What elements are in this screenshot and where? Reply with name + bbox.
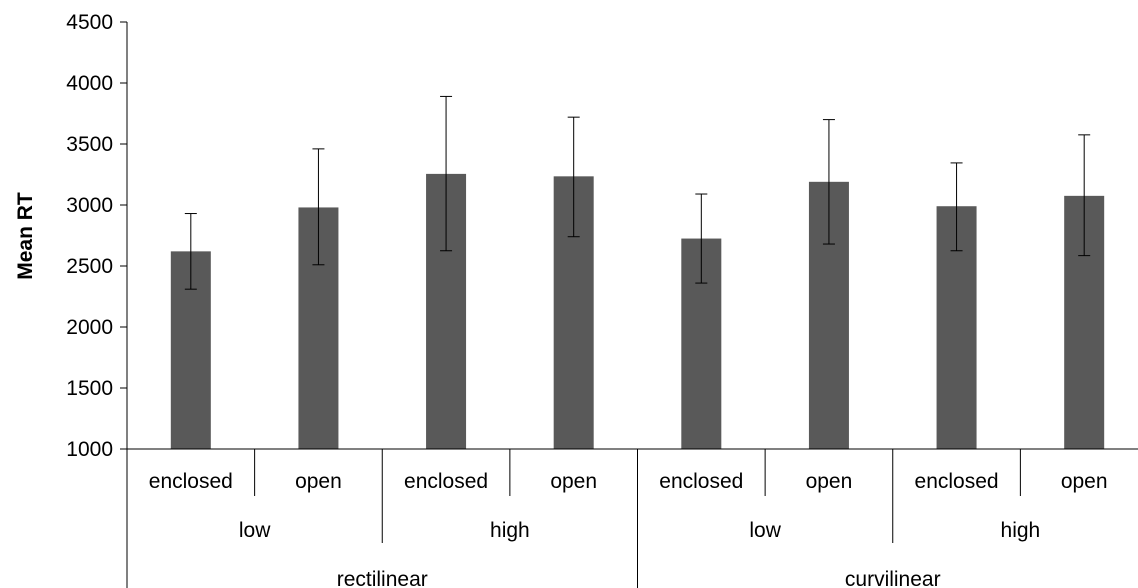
y-tick-label: 4500 bbox=[66, 11, 113, 34]
y-tick-label: 3000 bbox=[66, 194, 113, 217]
y-axis-title: Mean RT bbox=[14, 192, 37, 280]
y-tick-label: 2500 bbox=[66, 255, 113, 278]
group-label-high: high bbox=[1001, 519, 1041, 542]
y-tick-label: 1000 bbox=[66, 438, 113, 461]
y-axis-ticks: 1000 1500 2000 2500 3000 3500 4000 4500 bbox=[66, 11, 127, 461]
category-label-enclosed: enclosed bbox=[149, 470, 233, 493]
group-label-low: low bbox=[239, 519, 271, 542]
y-tick-label: 2000 bbox=[66, 316, 113, 339]
category-label-enclosed: enclosed bbox=[404, 470, 488, 493]
category-labels: enclosed open enclosed open enclosed open encl… bbox=[149, 470, 1108, 588]
category-label-open: open bbox=[550, 470, 597, 493]
category-label-open: open bbox=[806, 470, 853, 493]
error-bars bbox=[184, 95, 1091, 290]
axes bbox=[126, 22, 1138, 588]
group-label-curvilinear: curvilinear bbox=[845, 568, 941, 588]
y-tick-label: 3500 bbox=[66, 133, 113, 156]
bars bbox=[170, 173, 1105, 449]
category-label-open: open bbox=[295, 470, 342, 493]
category-label-enclosed: enclosed bbox=[659, 470, 743, 493]
category-label-enclosed: enclosed bbox=[915, 470, 999, 493]
y-tick-label: 1500 bbox=[66, 377, 113, 400]
category-label-open: open bbox=[1061, 470, 1108, 493]
group-label-low: low bbox=[749, 519, 781, 542]
group-label-rectilinear: rectilinear bbox=[337, 568, 428, 588]
y-tick-label: 4000 bbox=[66, 72, 113, 95]
group-label-high: high bbox=[490, 519, 530, 542]
